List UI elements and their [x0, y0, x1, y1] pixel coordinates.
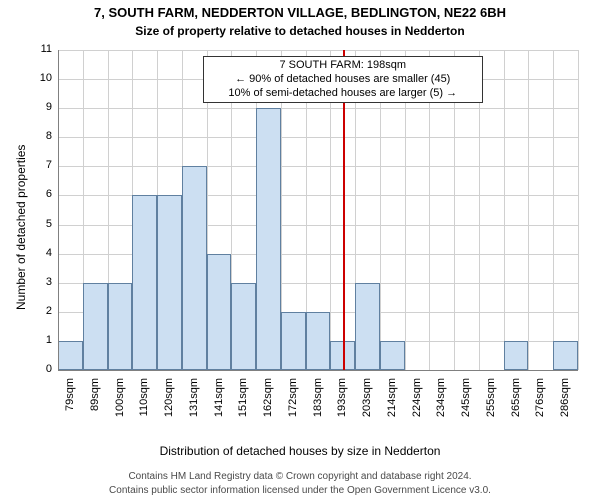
- histogram-bar: [256, 108, 281, 370]
- histogram-bar: [58, 341, 83, 370]
- histogram-bar: [83, 283, 108, 370]
- y-tick-label: 6: [30, 188, 52, 200]
- chart-container: 7, SOUTH FARM, NEDDERTON VILLAGE, BEDLIN…: [0, 0, 600, 500]
- y-tick-label: 4: [30, 247, 52, 259]
- grid-line-h: [58, 137, 578, 138]
- histogram-bar: [504, 341, 529, 370]
- x-tick-label: 100sqm: [114, 378, 126, 428]
- y-tick-label: 7: [30, 159, 52, 171]
- x-tick-label: 172sqm: [287, 378, 299, 428]
- x-tick-label: 214sqm: [386, 378, 398, 428]
- grid-line-v: [504, 50, 505, 370]
- x-tick-label: 89sqm: [89, 378, 101, 428]
- x-tick-label: 203sqm: [361, 378, 373, 428]
- histogram-bar: [281, 312, 306, 370]
- chart-subtitle: Size of property relative to detached ho…: [0, 24, 600, 38]
- y-axis-label: Number of detached properties: [14, 145, 28, 310]
- grid-line-v: [578, 50, 579, 370]
- callout-line: 10% of semi-detached houses are larger (…: [208, 87, 478, 101]
- histogram-bar: [231, 283, 256, 370]
- histogram-bar: [132, 195, 157, 370]
- y-tick-label: 2: [30, 305, 52, 317]
- histogram-bar: [207, 254, 232, 370]
- histogram-bar: [108, 283, 133, 370]
- y-tick-label: 0: [30, 363, 52, 375]
- x-tick-label: 286sqm: [559, 378, 571, 428]
- grid-line-v: [528, 50, 529, 370]
- histogram-bar: [182, 166, 207, 370]
- x-tick-label: 79sqm: [64, 378, 76, 428]
- histogram-bar: [355, 283, 380, 370]
- callout-line: ← 90% of detached houses are smaller (45…: [208, 73, 478, 87]
- y-axis: [58, 50, 59, 370]
- x-tick-label: 255sqm: [485, 378, 497, 428]
- plot-area: 7 SOUTH FARM: 198sqm← 90% of detached ho…: [58, 50, 578, 370]
- grid-line-h: [58, 108, 578, 109]
- x-tick-label: 265sqm: [510, 378, 522, 428]
- x-tick-label: 183sqm: [312, 378, 324, 428]
- x-tick-label: 162sqm: [262, 378, 274, 428]
- x-axis-label: Distribution of detached houses by size …: [0, 444, 600, 458]
- grid-line-h: [58, 166, 578, 167]
- grid-line-v: [553, 50, 554, 370]
- y-tick-label: 8: [30, 130, 52, 142]
- callout-line: 7 SOUTH FARM: 198sqm: [208, 59, 478, 73]
- histogram-bar: [553, 341, 578, 370]
- histogram-bar: [157, 195, 182, 370]
- x-tick-label: 120sqm: [163, 378, 175, 428]
- x-tick-label: 234sqm: [435, 378, 447, 428]
- credits-line2: Contains public sector information licen…: [0, 485, 600, 496]
- y-tick-label: 10: [30, 72, 52, 84]
- x-tick-label: 276sqm: [534, 378, 546, 428]
- x-tick-label: 151sqm: [237, 378, 249, 428]
- x-tick-label: 110sqm: [138, 378, 150, 428]
- y-tick-label: 1: [30, 334, 52, 346]
- y-tick-label: 9: [30, 101, 52, 113]
- x-axis: [58, 370, 578, 371]
- y-tick-label: 5: [30, 218, 52, 230]
- grid-line-h: [58, 50, 578, 51]
- x-tick-label: 224sqm: [411, 378, 423, 428]
- chart-title: 7, SOUTH FARM, NEDDERTON VILLAGE, BEDLIN…: [0, 5, 600, 20]
- x-tick-label: 193sqm: [336, 378, 348, 428]
- histogram-bar: [306, 312, 331, 370]
- x-tick-label: 131sqm: [188, 378, 200, 428]
- credits-line1: Contains HM Land Registry data © Crown c…: [0, 471, 600, 482]
- x-tick-label: 141sqm: [213, 378, 225, 428]
- y-tick-label: 3: [30, 276, 52, 288]
- callout-box: 7 SOUTH FARM: 198sqm← 90% of detached ho…: [203, 56, 483, 103]
- x-tick-label: 245sqm: [460, 378, 472, 428]
- y-tick-label: 11: [30, 43, 52, 55]
- histogram-bar: [380, 341, 405, 370]
